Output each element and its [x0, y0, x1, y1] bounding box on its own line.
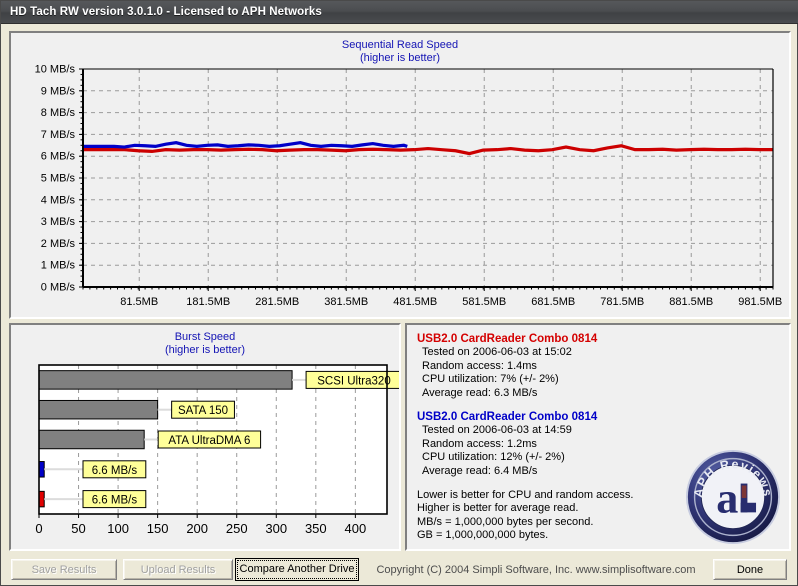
svg-text:6.6 MB/s: 6.6 MB/s: [92, 465, 138, 477]
svg-text:50: 50: [71, 521, 85, 536]
drive-a-tested: Tested on 2006-06-03 at 15:02: [422, 346, 572, 359]
drive-b-tested: Tested on 2006-06-03 at 14:59: [422, 424, 572, 437]
svg-text:100: 100: [107, 521, 129, 536]
burst-chart-title: Burst Speed (higher is better): [11, 331, 399, 356]
svg-text:681.5MB: 681.5MB: [531, 296, 575, 308]
window-title: HD Tach RW version 3.0.1.0 - Licensed to…: [10, 6, 322, 18]
svg-text:381.5MB: 381.5MB: [324, 296, 368, 308]
sequential-title-text: Sequential Read Speed: [341, 39, 459, 51]
svg-text:4 MB/s: 4 MB/s: [41, 194, 76, 206]
bottom-button-bar: Save Results Upload Results Compare Anot…: [1, 553, 797, 585]
sequential-chart-title: Sequential Read Speed (higher is better): [11, 39, 789, 64]
window-titlebar: HD Tach RW version 3.0.1.0 - Licensed to…: [1, 1, 798, 24]
save-results-label: Save Results: [31, 564, 97, 576]
svg-text:7 MB/s: 7 MB/s: [41, 129, 76, 141]
svg-text:300: 300: [265, 521, 287, 536]
drive-a-random-access: Random access: 1.4ms: [422, 359, 537, 372]
upload-results-button[interactable]: Upload Results: [123, 559, 233, 580]
svg-text:181.5MB: 181.5MB: [186, 296, 230, 308]
sequential-subtitle-text: (higher is better): [359, 51, 441, 64]
svg-text:SATA 150: SATA 150: [178, 405, 228, 417]
svg-text:2 MB/s: 2 MB/s: [41, 238, 76, 250]
svg-text:881.5MB: 881.5MB: [669, 296, 713, 308]
info-note-3: GB = 1,000,000,000 bytes.: [417, 529, 549, 542]
drive-info-text: USB2.0 CardReader Combo 0814 Tested on 2…: [417, 333, 783, 543]
drive-b-random-access: Random access: 1.2ms: [422, 437, 537, 450]
sequential-read-panel: Sequential Read Speed (higher is better)…: [9, 31, 791, 319]
compare-another-drive-button[interactable]: Compare Another Drive: [235, 558, 359, 581]
upload-results-label: Upload Results: [140, 564, 216, 576]
drive-b-name: USB2.0 CardReader Combo 0814: [417, 411, 598, 424]
sequential-read-chart: 0 MB/s 1 MB/s 2 MB/s 3 MB/s 4 MB/s 5 MB/s 6 MB…: [35, 64, 783, 309]
svg-text:350: 350: [305, 521, 327, 536]
drive-a-name: USB2.0 CardReader Combo 0814: [417, 333, 598, 345]
svg-text:6 MB/s: 6 MB/s: [41, 151, 76, 163]
copyright-text: Copyright (C) 2004 Simpli Software, Inc.…: [376, 564, 696, 576]
svg-text:1 MB/s: 1 MB/s: [41, 260, 76, 272]
info-note-1: Higher is better for average read.: [417, 502, 579, 515]
svg-text:981.5MB: 981.5MB: [738, 296, 782, 308]
burst-speed-chart: 0 50 100 150 200 250 300 350 400 SCSI Ultra320 SAT…: [35, 364, 399, 536]
burst-subtitle-text: (higher is better): [164, 343, 246, 356]
svg-text:481.5MB: 481.5MB: [393, 296, 437, 308]
info-spacer-1: [417, 400, 783, 411]
done-label: Done: [736, 564, 764, 576]
svg-text:581.5MB: 581.5MB: [462, 296, 506, 308]
drive-info-panel: USB2.0 CardReader Combo 0814 Tested on 2…: [405, 323, 791, 551]
svg-text:6.6 MB/s: 6.6 MB/s: [92, 495, 138, 507]
svg-text:0: 0: [35, 521, 42, 536]
svg-text:a: a: [716, 473, 738, 522]
svg-text:200: 200: [186, 521, 208, 536]
svg-text:5 MB/s: 5 MB/s: [41, 173, 76, 185]
info-note-2: MB/s = 1,000,000 bytes per second.: [417, 515, 594, 528]
svg-text:SCSI Ultra320: SCSI Ultra320: [317, 375, 391, 387]
compare-another-drive-label: Compare Another Drive: [237, 560, 357, 579]
svg-text:ATA UltraDMA 6: ATA UltraDMA 6: [168, 435, 250, 447]
svg-text:150: 150: [147, 521, 169, 536]
burst-speed-panel: Burst Speed (higher is better) 0 50 100 150…: [9, 323, 401, 551]
drive-b-cpu: CPU utilization: 12% (+/- 2%): [422, 451, 565, 464]
svg-text:781.5MB: 781.5MB: [600, 296, 644, 308]
info-note-0: Lower is better for CPU and random acces…: [417, 489, 634, 502]
svg-text:0 MB/s: 0 MB/s: [41, 282, 76, 294]
burst-title-text: Burst Speed: [174, 331, 236, 343]
svg-text:400: 400: [345, 521, 367, 536]
drive-a-average-read: Average read: 6.3 MB/s: [422, 386, 538, 399]
svg-text:3 MB/s: 3 MB/s: [41, 216, 76, 228]
svg-text:81.5MB: 81.5MB: [120, 296, 158, 308]
drive-a-cpu: CPU utilization: 7% (+/- 2%): [422, 373, 559, 386]
svg-text:10 MB/s: 10 MB/s: [35, 64, 76, 76]
svg-text:250: 250: [226, 521, 248, 536]
done-button[interactable]: Done: [713, 559, 787, 580]
svg-text:9 MB/s: 9 MB/s: [41, 85, 76, 97]
drive-b-average-read: Average read: 6.4 MB/s: [422, 464, 538, 477]
svg-text:8 MB/s: 8 MB/s: [41, 107, 76, 119]
save-results-button[interactable]: Save Results: [11, 559, 117, 580]
svg-text:281.5MB: 281.5MB: [255, 296, 299, 308]
